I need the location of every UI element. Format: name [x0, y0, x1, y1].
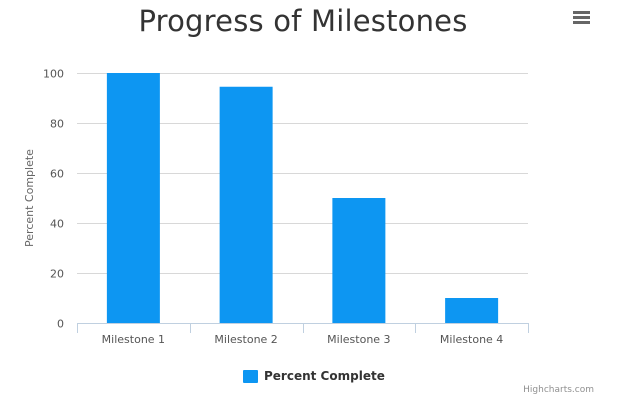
- bar-milestone-2[interactable]: [219, 86, 273, 323]
- legend-label: Percent Complete: [264, 369, 385, 383]
- bar-milestone-4[interactable]: [445, 298, 499, 323]
- y-tick-label: 100: [43, 68, 64, 81]
- bar-milestone-1[interactable]: [106, 73, 160, 323]
- hamburger-menu-icon: [573, 10, 590, 26]
- credits-link[interactable]: Highcharts.com: [523, 385, 594, 395]
- legend-item-percent-complete[interactable]: Percent Complete: [243, 368, 385, 384]
- legend-swatch: [243, 369, 258, 383]
- x-tick-label: Milestone 2: [214, 333, 277, 346]
- y-tick-label: 0: [57, 318, 64, 331]
- x-tick-label: Milestone 4: [440, 333, 503, 346]
- x-tick-label: Milestone 3: [327, 333, 390, 346]
- y-axis-title: Percent Complete: [23, 149, 36, 247]
- chart-title: Progress of Milestones: [138, 4, 468, 38]
- y-tick-label: 60: [50, 168, 64, 181]
- chart-context-menu-button[interactable]: [568, 6, 594, 30]
- x-tick-label: Milestone 1: [102, 333, 165, 346]
- y-tick-label: 80: [50, 118, 64, 131]
- y-tick-label: 20: [50, 268, 64, 281]
- bar-milestone-3[interactable]: [332, 198, 386, 323]
- y-tick-label: 40: [50, 218, 64, 231]
